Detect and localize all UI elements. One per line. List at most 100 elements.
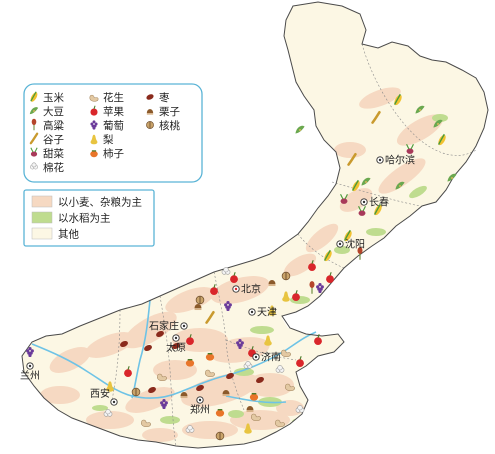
- crop-legend-label: 核桃: [159, 119, 180, 132]
- province-boundaries: [111, 43, 477, 447]
- crop-icons-layer: [26, 93, 457, 441]
- cotton-icon-map: [243, 361, 253, 369]
- city-marker: 石家庄: [149, 320, 188, 333]
- capital-dot-icon: [28, 364, 32, 368]
- city-marker: 哈尔滨: [376, 154, 415, 167]
- crop-legend-label: 谷子: [43, 134, 64, 146]
- sorghum-icon-legend: [31, 118, 37, 131]
- soybean-icon-map: [447, 173, 457, 182]
- jujube-icon-map: [144, 344, 152, 352]
- cotton-icon-legend: [30, 162, 38, 170]
- grape-icon-map: [316, 282, 324, 294]
- grape-icon-map: [236, 338, 244, 350]
- soybean-icon-map: [295, 125, 305, 134]
- city-marker: 西安: [90, 387, 118, 406]
- cotton-icon-map: [103, 409, 113, 417]
- millet-icon-legend: [29, 132, 39, 145]
- cotton-icon-map: [185, 425, 195, 433]
- chestnut-icon-map: [222, 389, 230, 397]
- capital-dot-icon: [174, 336, 178, 340]
- soybean-icon-map: [415, 105, 425, 114]
- area-legend-label: 以水稻为主: [58, 213, 111, 225]
- city-label: 沈阳: [345, 238, 365, 251]
- city-label: 兰州: [20, 369, 40, 382]
- city-marker: 郑州: [190, 396, 210, 416]
- peanut-icon-map: [157, 373, 167, 382]
- peanut-icon-map: [251, 413, 261, 422]
- cotton-icon-map: [221, 267, 231, 275]
- sugar-beet-icon-map: [340, 193, 348, 204]
- persimmon-icon-map: [205, 353, 215, 361]
- jujube-icon-map: [196, 384, 204, 392]
- apple-icon-map: [124, 366, 132, 378]
- city-label: 北京: [241, 283, 261, 296]
- sorghum-icon-map: [357, 247, 363, 260]
- sugar-beet-icon-map: [406, 143, 414, 154]
- millet-icon-map: [371, 110, 381, 124]
- jujube-icon-map: [120, 340, 128, 348]
- city-marker: 沈阳: [336, 238, 365, 251]
- peanut-icon-map: [141, 419, 151, 428]
- capital-dot-icon: [378, 158, 382, 162]
- crop-legend-label: 梨: [103, 133, 114, 146]
- millet-icon-map: [205, 310, 215, 324]
- sugar-beet-icon-legend: [30, 147, 38, 157]
- soybean-icon-map: [433, 119, 443, 128]
- jujube-icon-map: [172, 342, 180, 350]
- city-marker: 兰州: [20, 362, 40, 382]
- area-swatch-wheat: [31, 195, 53, 208]
- area-legend-frame: [23, 189, 155, 247]
- region-border: [21, 1, 489, 449]
- capital-dot-icon: [338, 242, 342, 246]
- persimmon-icon-map: [215, 409, 225, 417]
- apple-icon-map: [210, 284, 218, 296]
- capital-dot-icon: [182, 324, 186, 328]
- city-label: 郑州: [190, 403, 210, 416]
- apple-icon-map: [186, 334, 194, 346]
- crop-legend-label: 葡萄: [103, 119, 124, 132]
- capital-dot-icon: [198, 398, 202, 402]
- peanut-icon-map: [285, 383, 295, 392]
- soybean-icon-map: [395, 181, 405, 190]
- crop-legend-label: 玉米: [43, 91, 64, 104]
- millet-icon-map: [347, 152, 357, 166]
- city-marker: 太原: [166, 334, 186, 354]
- crop-legend-label: 棉花: [43, 161, 64, 174]
- area-swatch-other: [31, 227, 53, 240]
- grape-icon-map: [160, 398, 168, 410]
- bohai-sea: [282, 296, 330, 330]
- corn-icon-map: [351, 179, 360, 192]
- apple-icon-map: [308, 260, 316, 272]
- jujube-icon-map: [148, 386, 156, 394]
- capital-dot-icon: [362, 200, 366, 204]
- chestnut-icon-map: [246, 405, 254, 413]
- walnut-icon-map: [281, 271, 291, 281]
- city-label: 哈尔滨: [385, 154, 415, 167]
- crop-legend-label: 栗子: [159, 106, 180, 118]
- pear-icon-map: [282, 291, 290, 302]
- walnut-icon-map: [215, 431, 225, 441]
- crop-legend-label: 苹果: [103, 105, 124, 118]
- capital-dot-icon: [250, 310, 254, 314]
- jujube-icon-map: [156, 330, 164, 338]
- city-marker: 长春: [360, 197, 389, 209]
- jujube-icon-legend: [146, 94, 154, 100]
- grape-icon-map: [26, 346, 34, 358]
- corn-icon-map: [373, 203, 382, 216]
- city-label: 太原: [166, 341, 186, 354]
- chestnut-icon-legend: [146, 109, 154, 115]
- soybean-icon-legend: [29, 107, 39, 115]
- city-label: 西安: [90, 387, 110, 400]
- pear-icon-map: [264, 335, 272, 346]
- peanut-icon-map: [275, 419, 285, 428]
- walnut-icon-legend: [146, 121, 154, 129]
- corn-icon-map: [393, 93, 402, 106]
- apple-icon-map: [292, 290, 300, 302]
- city-label: 天津: [257, 307, 277, 319]
- corn-icon-map: [343, 229, 352, 242]
- jujube-icon-map: [256, 376, 264, 384]
